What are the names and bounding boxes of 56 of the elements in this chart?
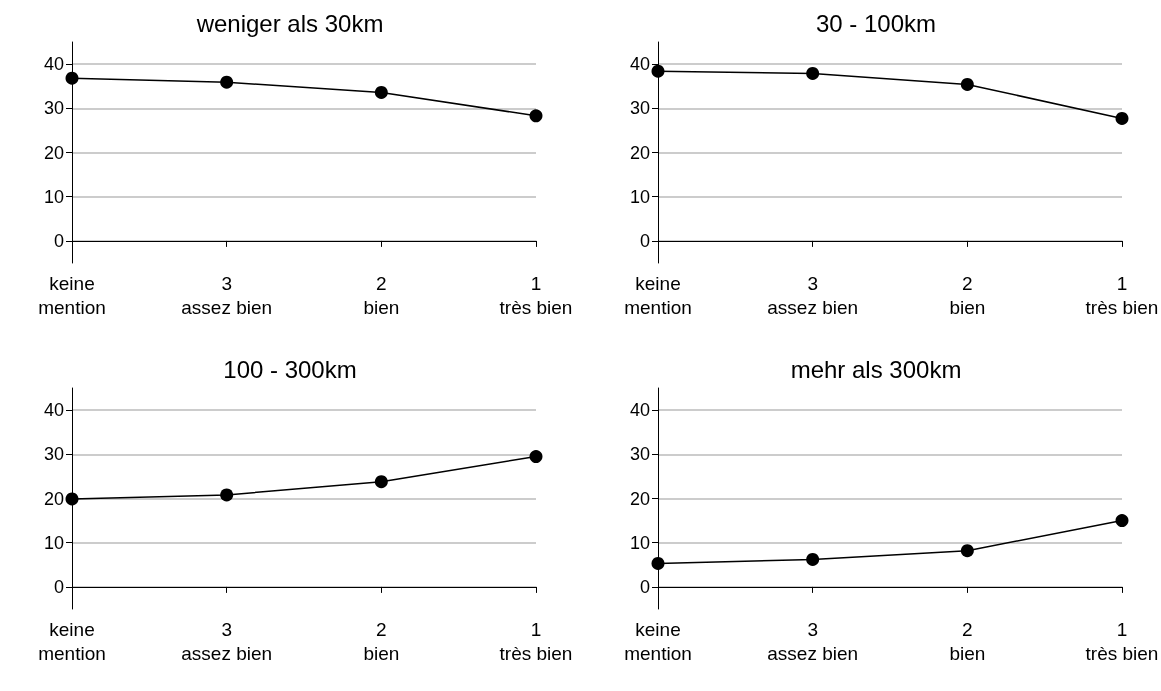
point — [651, 556, 665, 570]
point — [220, 75, 234, 89]
x-tick-label: keine mention — [38, 618, 106, 664]
x-tick-label: 3 assez bien — [767, 618, 859, 664]
y-tick-label: 30 — [629, 444, 650, 465]
y-tick-label: 40 — [43, 400, 64, 421]
y-tick-label: 30 — [629, 98, 650, 119]
x-tick-label: keine mention — [624, 618, 692, 664]
y-tick-label: 40 — [629, 400, 650, 421]
x-tick-label: 1 très bien — [1085, 272, 1159, 318]
x-tick-label: keine mention — [624, 272, 692, 318]
point — [960, 544, 974, 558]
x-tick-label: keine mention — [38, 272, 106, 318]
y-tick-label: 30 — [43, 444, 64, 465]
point — [1115, 111, 1129, 125]
y-tick-label: 20 — [629, 488, 650, 509]
x-tick-label: 2 bien — [363, 618, 400, 664]
point — [806, 66, 820, 80]
y-tick-label: 10 — [43, 186, 64, 207]
x-tick-label: 3 assez bien — [767, 272, 859, 318]
y-tick-label: 10 — [629, 532, 650, 553]
y-tick-label: 0 — [53, 230, 64, 251]
point — [960, 77, 974, 91]
x-tick-label: 2 bien — [949, 272, 986, 318]
y-tick-label: 20 — [43, 488, 64, 509]
chart-title: weniger als 30km — [195, 9, 384, 37]
y-tick-label: 0 — [53, 576, 64, 597]
y-tick-label: 10 — [43, 532, 64, 553]
y-tick-label: 40 — [43, 54, 64, 75]
point — [65, 492, 79, 506]
chart-title: 100 - 300km — [223, 355, 357, 383]
chart-title: 30 - 100km — [815, 9, 937, 37]
x-tick-label: 1 très bien — [499, 618, 573, 664]
point — [374, 475, 388, 489]
point — [529, 109, 543, 123]
x-tick-label: 2 bien — [363, 272, 400, 318]
x-tick-label: 2 bien — [949, 618, 986, 664]
x-tick-label: 3 assez bien — [181, 618, 273, 664]
y-tick-label: 40 — [629, 54, 650, 75]
point — [806, 553, 820, 566]
y-tick-label: 20 — [43, 142, 64, 163]
chart-title: mehr als 300km — [790, 355, 962, 383]
x-tick-label: 1 très bien — [499, 272, 573, 318]
y-tick-label: 30 — [43, 98, 64, 119]
point — [374, 85, 388, 99]
y-tick-label: 0 — [639, 576, 650, 597]
x-tick-label: 3 assez bien — [181, 272, 273, 318]
y-tick-label: 10 — [629, 186, 650, 207]
point — [220, 488, 234, 502]
y-tick-label: 20 — [629, 142, 650, 163]
x-tick-label: 1 très bien — [1085, 618, 1159, 664]
point — [65, 71, 79, 85]
point — [529, 450, 543, 464]
point — [651, 64, 665, 78]
y-tick-label: 0 — [639, 230, 650, 251]
point — [1115, 514, 1129, 528]
